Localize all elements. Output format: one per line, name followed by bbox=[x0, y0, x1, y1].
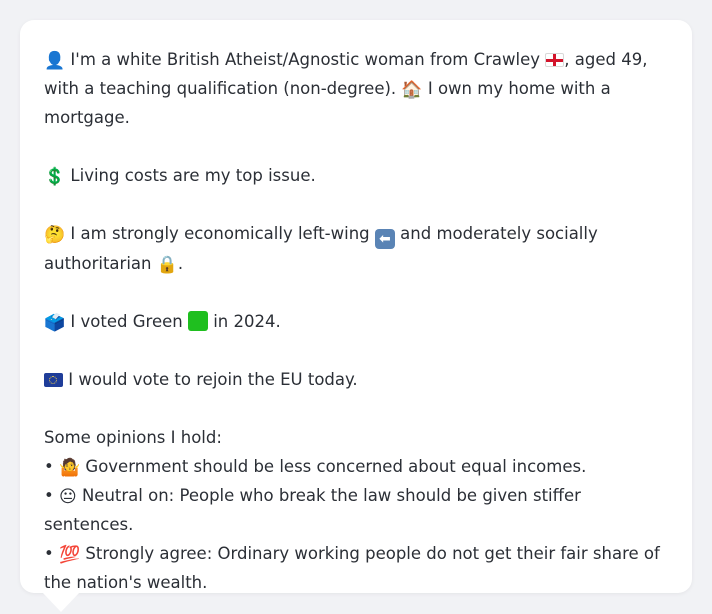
bullet-mark: • bbox=[44, 486, 54, 505]
ideology-text-b: and moderately socially authoritarian bbox=[44, 224, 598, 273]
intro-text-a: I'm a white British Atheist/Agnostic wom… bbox=[70, 50, 541, 69]
person-icon: 👤 bbox=[44, 51, 66, 71]
spacer bbox=[44, 190, 672, 219]
ballot-box-icon: 🗳️ bbox=[44, 313, 66, 333]
eu-paragraph: I would vote to rejoin the EU today. bbox=[44, 365, 672, 394]
vote-text-b: in 2024. bbox=[213, 312, 281, 331]
ideology-text-a: I am strongly economically left-wing bbox=[70, 224, 370, 243]
bullet-mark: • bbox=[44, 544, 54, 563]
thinking-face-icon: 🤔 bbox=[44, 225, 66, 245]
green-square-icon bbox=[187, 311, 208, 331]
england-flag-icon bbox=[545, 53, 565, 67]
dollar-icon: 💲 bbox=[44, 167, 66, 187]
vote-paragraph: 🗳️ I voted Green in 2024. bbox=[44, 307, 672, 336]
issue-text: Living costs are my top issue. bbox=[70, 166, 316, 185]
eu-text: I would vote to rejoin the EU today. bbox=[68, 370, 358, 389]
bubble-tail bbox=[42, 592, 80, 612]
issue-paragraph: 💲 Living costs are my top issue. bbox=[44, 161, 672, 190]
intro-text-c: I own my home with a mortgage. bbox=[44, 79, 611, 127]
left-arrow-icon: ⬅ bbox=[374, 229, 395, 249]
neutral-face-icon: 😐 bbox=[58, 487, 77, 507]
opinion-item: • 💯 Strongly agree: Ordinary working peo… bbox=[44, 539, 672, 597]
eu-flag-icon bbox=[44, 373, 63, 387]
hundred-points-icon: 💯 bbox=[58, 545, 81, 565]
intro-text-b: , aged 49, with a teaching qualification… bbox=[44, 50, 648, 98]
ideology-paragraph: 🤔 I am strongly economically left-wing ⬅… bbox=[44, 219, 672, 278]
spacer bbox=[44, 132, 672, 161]
persona-message-bubble: 👤 I'm a white British Atheist/Agnostic w… bbox=[20, 20, 692, 593]
intro-paragraph: 👤 I'm a white British Atheist/Agnostic w… bbox=[44, 45, 672, 132]
lock-icon: 🔒 bbox=[156, 255, 178, 275]
spacer bbox=[44, 336, 672, 365]
opinions-heading: Some opinions I hold: bbox=[44, 428, 222, 447]
spacer bbox=[44, 278, 672, 307]
bullet-mark: • bbox=[44, 457, 54, 476]
opinion-item: • 😐 Neutral on: People who break the law… bbox=[44, 481, 672, 539]
spacer bbox=[44, 394, 672, 423]
opinion-text: Strongly agree: Ordinary working people … bbox=[44, 544, 660, 592]
vote-text-a: I voted Green bbox=[70, 312, 183, 331]
house-icon: 🏠 bbox=[401, 80, 423, 100]
opinion-item: • 🤷 Government should be less concerned … bbox=[44, 452, 672, 481]
opinion-text: Government should be less concerned abou… bbox=[85, 457, 587, 476]
shrug-icon: 🤷 bbox=[58, 458, 81, 478]
ideology-text-c: . bbox=[177, 254, 184, 273]
opinion-text: Neutral on: People who break the law sho… bbox=[44, 486, 581, 534]
